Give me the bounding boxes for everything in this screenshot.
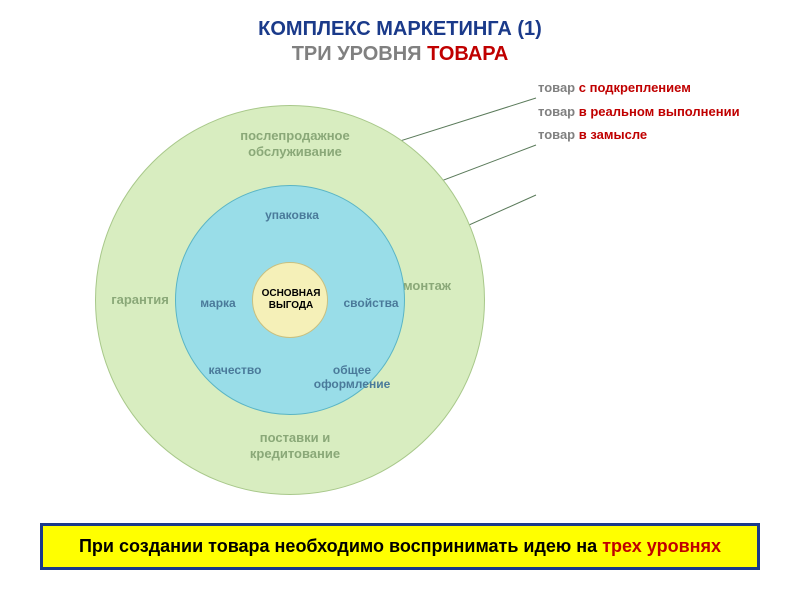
ring-middle-label-1: марка: [188, 296, 248, 310]
legend-item-2: товар в замысле: [538, 127, 760, 143]
legend: товар с подкреплениемтовар в реальном вы…: [538, 80, 760, 151]
legend-item-1: товар в реальном выполнении: [538, 104, 760, 120]
title-1b: (1): [517, 18, 541, 40]
legend-suffix-1: в реальном выполнении: [579, 104, 740, 119]
legend-prefix-2: товар: [538, 127, 579, 142]
title-2b: ТОВАРА: [427, 43, 508, 65]
ring-middle-label-4: общее оформление: [302, 363, 402, 392]
legend-prefix-0: товар: [538, 80, 579, 95]
legend-suffix-0: с подкреплением: [579, 80, 691, 95]
footer-prefix: При создании товара необходимо восприним…: [79, 536, 602, 556]
footer-accent: трех уровнях: [602, 536, 721, 556]
ring-middle-label-3: качество: [200, 363, 270, 377]
ring-middle-label-2: свойства: [336, 296, 406, 310]
title-block: КОМПЛЕКС МАРКЕТИНГА (1) ТРИ УРОВНЯ ТОВАР…: [0, 0, 800, 66]
ring-outer-label-0: послепродажное обслуживание: [220, 128, 370, 159]
title-line-2: ТРИ УРОВНЯ ТОВАРА: [0, 43, 800, 66]
legend-suffix-2: в замысле: [579, 127, 647, 142]
legend-item-0: товар с подкреплением: [538, 80, 760, 96]
title-1a: КОМПЛЕКС МАРКЕТИНГА: [258, 18, 517, 40]
ring-middle-label-0: упаковка: [252, 208, 332, 222]
title-2a: ТРИ УРОВНЯ: [292, 43, 427, 65]
ring-inner-label-0: ОСНОВНАЯ ВЫГОДА: [252, 288, 330, 312]
diagram-area: послепродажное обслуживание гарантия поста…: [40, 80, 760, 490]
ring-outer-label-2: поставки и кредитование: [220, 430, 370, 461]
legend-prefix-1: товар: [538, 104, 579, 119]
title-line-1: КОМПЛЕКС МАРКЕТИНГА (1): [0, 18, 800, 41]
footer-box: При создании товара необходимо восприним…: [40, 523, 760, 570]
ring-outer-label-1: гарантия: [100, 292, 180, 308]
